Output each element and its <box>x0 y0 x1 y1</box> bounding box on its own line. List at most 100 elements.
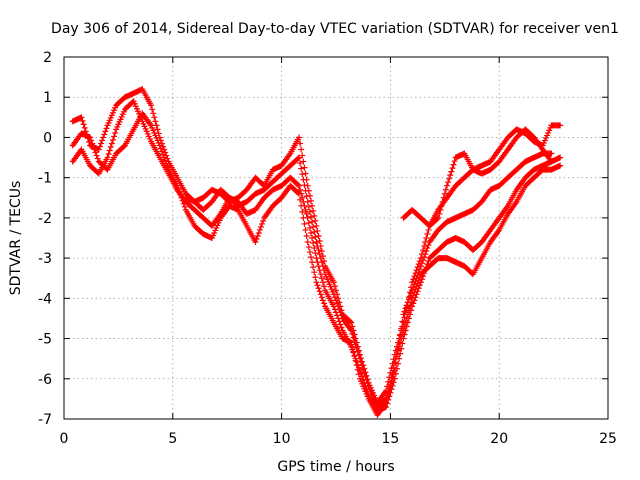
data-point-s3 <box>410 284 417 291</box>
data-point-s3 <box>381 396 388 403</box>
data-point-s3 <box>364 380 371 387</box>
data-point-s2 <box>349 344 356 351</box>
data-point-s2 <box>312 274 319 281</box>
chart-title: Day 306 of 2014, Sidereal Day-to-day VTE… <box>51 21 619 37</box>
data-point-s0 <box>105 151 112 158</box>
data-point-s2 <box>348 339 355 346</box>
data-point-s2 <box>300 214 307 221</box>
data-point-s1 <box>330 279 337 286</box>
data-point-s3 <box>299 171 306 178</box>
data-point-s2 <box>321 300 328 307</box>
data-point-s3 <box>420 257 427 264</box>
x-tick-label: 10 <box>273 431 291 447</box>
data-point-s2 <box>390 364 397 371</box>
data-point-s1 <box>79 117 86 124</box>
data-point-s2 <box>175 185 182 192</box>
data-point-s2 <box>310 264 317 271</box>
data-point-s4 <box>449 165 456 172</box>
data-point-s3 <box>385 388 392 395</box>
y-axis-label: SDTVAR / TECUs <box>8 181 24 296</box>
data-point-s1 <box>298 146 305 153</box>
data-point-s2 <box>403 315 410 322</box>
data-point-s3 <box>399 318 406 325</box>
data-point-s3 <box>393 353 400 360</box>
data-point-s3 <box>310 223 317 230</box>
data-point-s2 <box>405 307 412 314</box>
data-point-s2 <box>301 220 308 227</box>
data-point-s0 <box>109 136 116 143</box>
data-point-s2 <box>557 162 564 169</box>
data-point-s1 <box>149 106 156 113</box>
data-point-s2 <box>296 190 303 197</box>
data-point-s2 <box>353 362 360 369</box>
data-point-s3 <box>294 155 301 162</box>
data-point-s2 <box>252 239 259 246</box>
data-point-s1 <box>153 122 160 129</box>
data-point-s2 <box>306 249 313 256</box>
data-point-s3 <box>413 275 420 282</box>
data-point-s2 <box>164 163 171 170</box>
data-point-s3 <box>348 327 355 334</box>
data-point-s4 <box>548 158 555 165</box>
data-point-s4 <box>446 175 453 182</box>
grid <box>64 57 608 419</box>
data-point-s2 <box>88 137 95 144</box>
data-point-s3 <box>307 213 314 220</box>
y-tick-label: 2 <box>43 50 52 66</box>
data-point-s0 <box>309 235 316 241</box>
data-point-s2 <box>307 254 314 261</box>
data-point-s3 <box>400 311 407 318</box>
data-point-s0 <box>312 250 319 257</box>
data-point-s1 <box>150 110 157 117</box>
data-point-s3 <box>315 247 322 254</box>
data-point-s3 <box>316 251 323 258</box>
data-point-s2 <box>92 149 99 156</box>
data-point-s3 <box>321 267 328 274</box>
data-point-s2 <box>299 208 306 215</box>
data-point-s1 <box>557 122 564 129</box>
data-point-s3 <box>353 345 360 352</box>
data-point-s3 <box>389 374 396 381</box>
data-point-s1 <box>100 134 107 141</box>
data-point-s2 <box>297 196 304 203</box>
data-point-s3 <box>412 278 419 285</box>
data-point-s3 <box>301 182 308 189</box>
data-point-s2 <box>162 157 169 164</box>
x-tick-label: 15 <box>381 431 399 447</box>
data-point-s3 <box>336 306 343 313</box>
data-point-s3 <box>411 281 418 288</box>
data-point-s2 <box>311 269 318 276</box>
data-point-s3 <box>302 187 309 194</box>
data-point-s4 <box>443 182 450 189</box>
data-point-s1 <box>420 247 427 254</box>
data-point-s2 <box>398 335 405 342</box>
data-point-s1 <box>316 238 323 245</box>
data-point-s4 <box>439 198 446 205</box>
data-point-s3 <box>395 346 402 353</box>
x-tick-label: 5 <box>168 431 177 447</box>
data-point-s1 <box>154 126 161 133</box>
data-point-s2 <box>253 236 260 243</box>
data-point-s3 <box>391 367 398 374</box>
data-point-s0 <box>294 181 301 188</box>
data-point-s3 <box>386 385 393 392</box>
data-point-s3 <box>403 302 410 309</box>
data-point-s4 <box>448 168 455 175</box>
data-point-s3 <box>358 359 365 366</box>
data-point-s0 <box>319 279 326 286</box>
data-point-s1 <box>99 137 106 144</box>
data-point-s1 <box>307 197 314 204</box>
y-tick-label: -6 <box>38 372 52 388</box>
x-tick-label: 0 <box>60 431 69 447</box>
data-point-s4 <box>434 215 441 222</box>
data-point-s3 <box>421 254 428 261</box>
data-point-s0 <box>557 154 564 161</box>
data-point-s2 <box>91 146 98 153</box>
data-point-s3 <box>312 233 319 240</box>
data-point-s3 <box>352 341 359 348</box>
data-point-s2 <box>257 223 264 230</box>
data-point-s3 <box>354 348 361 355</box>
data-point-s0 <box>108 140 115 147</box>
